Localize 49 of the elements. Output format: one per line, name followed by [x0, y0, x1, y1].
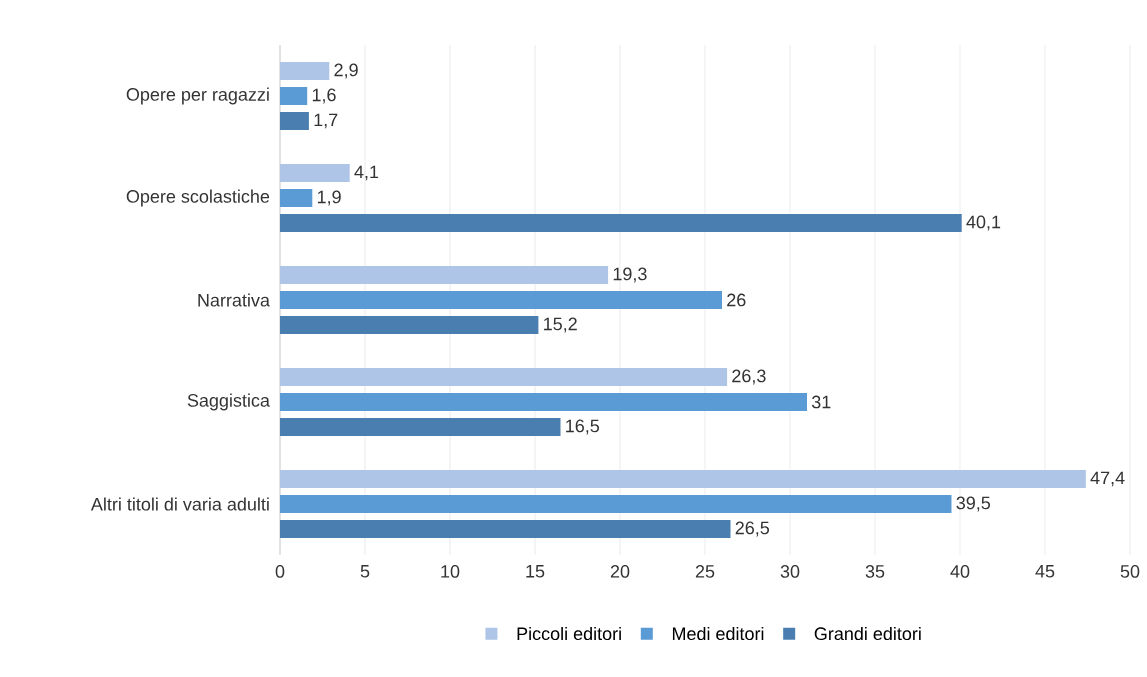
bar	[280, 213, 962, 232]
x-tick-label: 10	[441, 565, 460, 578]
data-label: 1,9	[317, 190, 341, 206]
bar	[280, 111, 309, 130]
data-label: 26	[727, 293, 746, 307]
legend-label: Grandi editori	[814, 626, 921, 641]
bar	[280, 392, 807, 411]
x-tick-label: 50	[1120, 565, 1140, 578]
bar	[280, 519, 731, 538]
bar	[280, 290, 722, 309]
x-tick-label: 0	[275, 565, 285, 578]
x-tick-label: 20	[610, 565, 630, 578]
data-label: 39,5	[956, 496, 991, 512]
y-tick-label: Saggistica	[187, 393, 270, 411]
data-label: 40,1	[966, 215, 1001, 231]
legend-label: Piccoli editori	[517, 626, 621, 641]
data-label: 26,5	[735, 521, 770, 537]
y-tick-label: Altri titoli di varia adulti	[90, 497, 269, 511]
x-tick-label: 40	[950, 565, 970, 578]
bar	[280, 87, 308, 105]
data-label: 1,7	[314, 113, 338, 129]
x-tick-label: 5	[360, 565, 370, 578]
bar	[280, 417, 561, 436]
y-tick-label: Opere per ragazzi	[126, 87, 269, 105]
y-tick-label: Opere scolastiche	[126, 189, 270, 207]
bar	[280, 62, 330, 80]
data-label: 15,2	[544, 317, 577, 333]
x-tick-label: 45	[1035, 565, 1055, 578]
bar	[280, 164, 350, 182]
x-tick-label: 25	[695, 565, 715, 578]
data-label: 1,6	[312, 88, 336, 104]
bar	[280, 265, 609, 284]
x-tick-label: 35	[865, 565, 885, 578]
bar	[280, 315, 539, 334]
data-label: 47,4	[1090, 471, 1125, 487]
data-label: 2,9	[334, 63, 358, 79]
data-label: 4,1	[354, 165, 379, 181]
data-label: 26,3	[732, 369, 766, 385]
data-label: 16,5	[566, 419, 600, 435]
legend-label: Medi editori	[672, 626, 764, 641]
y-tick-label: Narrativa	[198, 293, 270, 307]
bar	[280, 494, 952, 513]
bar	[280, 188, 313, 207]
data-label: 19,3	[613, 267, 647, 283]
x-tick-label: 15	[526, 565, 545, 578]
bar	[280, 367, 728, 386]
data-label: 31	[811, 395, 831, 409]
x-tick-label: 30	[780, 565, 800, 578]
bar	[280, 469, 1086, 488]
